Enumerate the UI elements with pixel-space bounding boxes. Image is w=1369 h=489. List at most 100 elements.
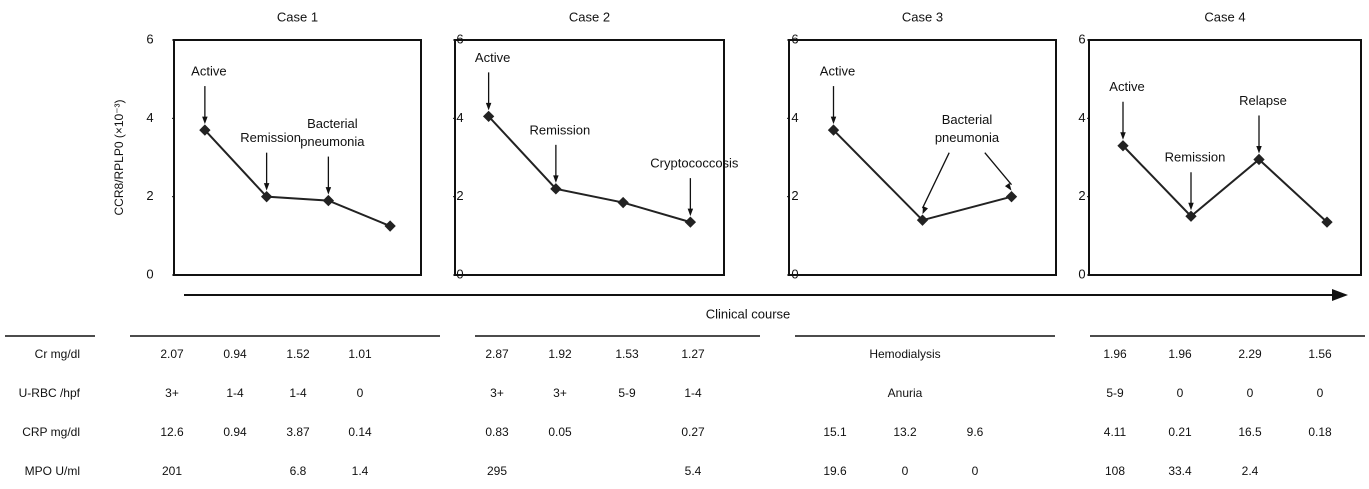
table-cell: 13.2 [893, 425, 917, 439]
table-cell: 5-9 [1106, 386, 1124, 400]
y-tick-label: 4 [456, 110, 463, 125]
annotation-text: Relapse [1239, 93, 1287, 108]
annotation-text: Remission [240, 130, 301, 145]
table-cell: 0.18 [1308, 425, 1332, 439]
annotation-arrow [921, 152, 950, 209]
y-tick-label: 6 [456, 31, 463, 46]
data-point [1005, 191, 1018, 203]
series-line [487, 115, 691, 224]
table-cell: 0 [1317, 386, 1324, 400]
y-tick-label: 2 [146, 188, 153, 203]
y-tick-label: 2 [1078, 188, 1085, 203]
annotation-arrow-head [1256, 145, 1262, 154]
annotation-arrow-head [922, 206, 929, 215]
table-cell: 19.6 [823, 464, 847, 478]
y-tick-label: 4 [146, 110, 153, 125]
table-cell: 9.6 [967, 425, 984, 439]
table-cell: 1-4 [226, 386, 244, 400]
chart-title: Case 3 [902, 9, 943, 24]
table-cell: 2.87 [485, 347, 509, 361]
table-cell: 0 [1177, 386, 1184, 400]
table-cell: 0.83 [485, 425, 509, 439]
chart-title: Case 4 [1204, 9, 1245, 24]
data-point [1321, 216, 1333, 228]
table-cell: 3+ [165, 386, 179, 400]
row-label: Cr mg/dl [35, 347, 80, 361]
annotation-arrow-head [202, 116, 208, 125]
y-tick-label: 6 [1078, 31, 1085, 46]
annotation-text: Active [1109, 79, 1144, 94]
annotation-arrow-head [830, 116, 837, 125]
table-cell: 0 [357, 386, 364, 400]
table-cell: 16.5 [1238, 425, 1262, 439]
annotation-text: pneumonia [300, 134, 365, 149]
course-arrow-head [1332, 289, 1348, 301]
table-cell: 0.21 [1168, 425, 1192, 439]
table-cell: 5-9 [618, 386, 636, 400]
annotation-text: Active [820, 64, 855, 79]
table-cell: 2.29 [1238, 347, 1262, 361]
annotation-arrow-head [553, 175, 559, 183]
table-cell: 1.53 [615, 347, 639, 361]
table-cell: 108 [1105, 464, 1125, 478]
table-cell: 1.01 [348, 347, 372, 361]
annotation-arrow-head [1120, 132, 1126, 140]
y-tick-label: 4 [791, 110, 798, 125]
y-tick-label: 4 [1078, 110, 1085, 125]
y-tick-label: 0 [146, 266, 153, 281]
plot-frame [454, 39, 725, 276]
series-line [204, 129, 391, 227]
data-point [322, 194, 335, 207]
table-cell: 1-4 [684, 386, 702, 400]
table-cell: 33.4 [1168, 464, 1192, 478]
data-point [550, 183, 562, 195]
y-tick-label: 2 [791, 188, 798, 203]
y-tick-label: 6 [791, 31, 798, 46]
table-cell: 1-4 [289, 386, 307, 400]
table-cell: 2.4 [1242, 464, 1259, 478]
table-cell: 1.56 [1308, 347, 1332, 361]
table-cell: 4.11 [1104, 425, 1127, 439]
y-tick-label: 6 [146, 31, 153, 46]
series-line [1122, 145, 1328, 223]
data-point [384, 220, 396, 232]
data-point [199, 124, 211, 136]
data-point [916, 214, 929, 226]
annotation-text: pneumonia [935, 130, 1000, 145]
annotation-arrow [984, 152, 1012, 186]
data-point [684, 216, 697, 228]
data-point [260, 191, 273, 203]
table-cell: 12.6 [160, 425, 184, 439]
table-cell: 0.94 [223, 347, 247, 361]
table-cell: 15.1 [823, 425, 847, 439]
y-axis-label: CCR8/RPLP0 (×10⁻³) [112, 99, 126, 215]
table-cell: 1.92 [548, 347, 572, 361]
table-cell: Anuria [888, 386, 923, 400]
annotation-text: Bacterial [307, 116, 358, 131]
y-tick-label: 0 [456, 266, 463, 281]
y-tick-label: 0 [1078, 266, 1085, 281]
table-cell: 0.94 [223, 425, 247, 439]
row-label: CRP mg/dl [22, 425, 80, 439]
annotation-arrow-head [263, 183, 270, 191]
data-point [1117, 140, 1129, 152]
table-cell: 6.8 [290, 464, 307, 478]
table-cell: 0.27 [681, 425, 705, 439]
annotation-arrow-head [687, 208, 694, 217]
table-cell: 1.4 [352, 464, 369, 478]
data-point [617, 196, 629, 209]
table-cell: 3+ [553, 386, 567, 400]
table-cell: 1.52 [286, 347, 310, 361]
data-point [1253, 153, 1265, 166]
table-cell: 1.96 [1168, 347, 1192, 361]
table-cell: 3+ [490, 386, 504, 400]
annotation-text: Cryptococcosis [650, 156, 739, 171]
chart-title: Case 1 [277, 9, 318, 24]
y-tick-label: 2 [456, 188, 463, 203]
plot-frame [173, 39, 422, 276]
table-cell: 5.4 [685, 464, 702, 478]
table-cell: 0.05 [548, 425, 572, 439]
annotation-arrow-head [1004, 182, 1012, 191]
table-cell: Hemodialysis [869, 347, 940, 361]
